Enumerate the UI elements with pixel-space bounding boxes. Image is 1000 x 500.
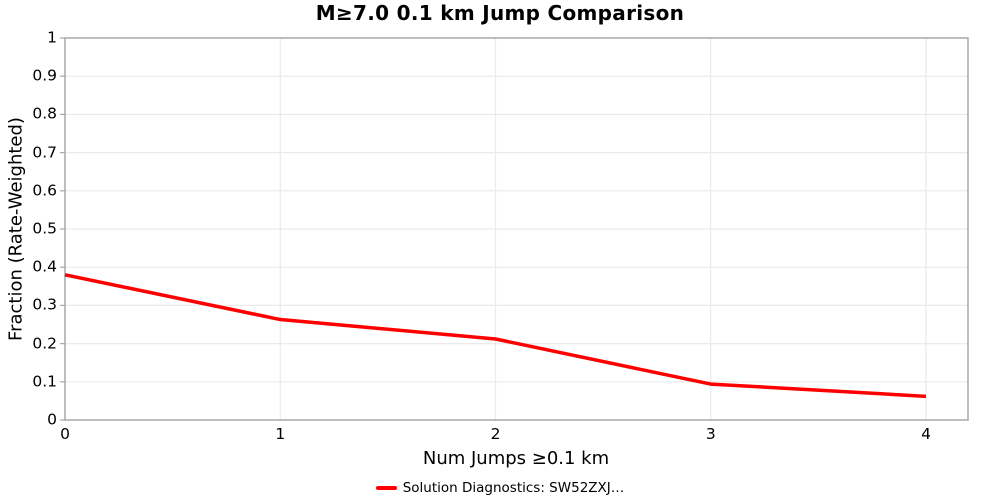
legend: Solution Diagnostics: SW52ZXJ… (0, 480, 1000, 496)
legend-label: Solution Diagnostics: SW52ZXJ… (402, 480, 625, 496)
y-tick-label: 0.2 (32, 333, 57, 352)
x-tick-label: 2 (490, 425, 501, 443)
legend-line-marker (375, 486, 397, 490)
x-tick-label: 3 (705, 425, 716, 443)
x-tick-label: 4 (921, 425, 931, 443)
y-tick-label: 0.8 (32, 104, 57, 123)
y-tick-label: 0.6 (32, 181, 57, 200)
x-tick-label: 1 (275, 425, 286, 443)
x-axis-title: Num Jumps ≥0.1 km (422, 448, 610, 469)
x-tick-label: 0 (60, 425, 70, 443)
series-line (64, 273, 927, 399)
y-tick-label: 0 (47, 410, 57, 429)
y-tick-label: 0.1 (32, 372, 57, 391)
y-tick-label: 0.4 (32, 257, 57, 276)
chart-title: M≥7.0 0.1 km Jump Comparison (315, 1, 685, 25)
y-tick-label: 0.9 (32, 66, 57, 85)
y-tick-label: 0.7 (32, 142, 57, 161)
y-tick-label: 0.5 (32, 219, 57, 238)
y-tick-label: 0.3 (32, 295, 57, 314)
y-tick-label: 1 (47, 28, 57, 47)
